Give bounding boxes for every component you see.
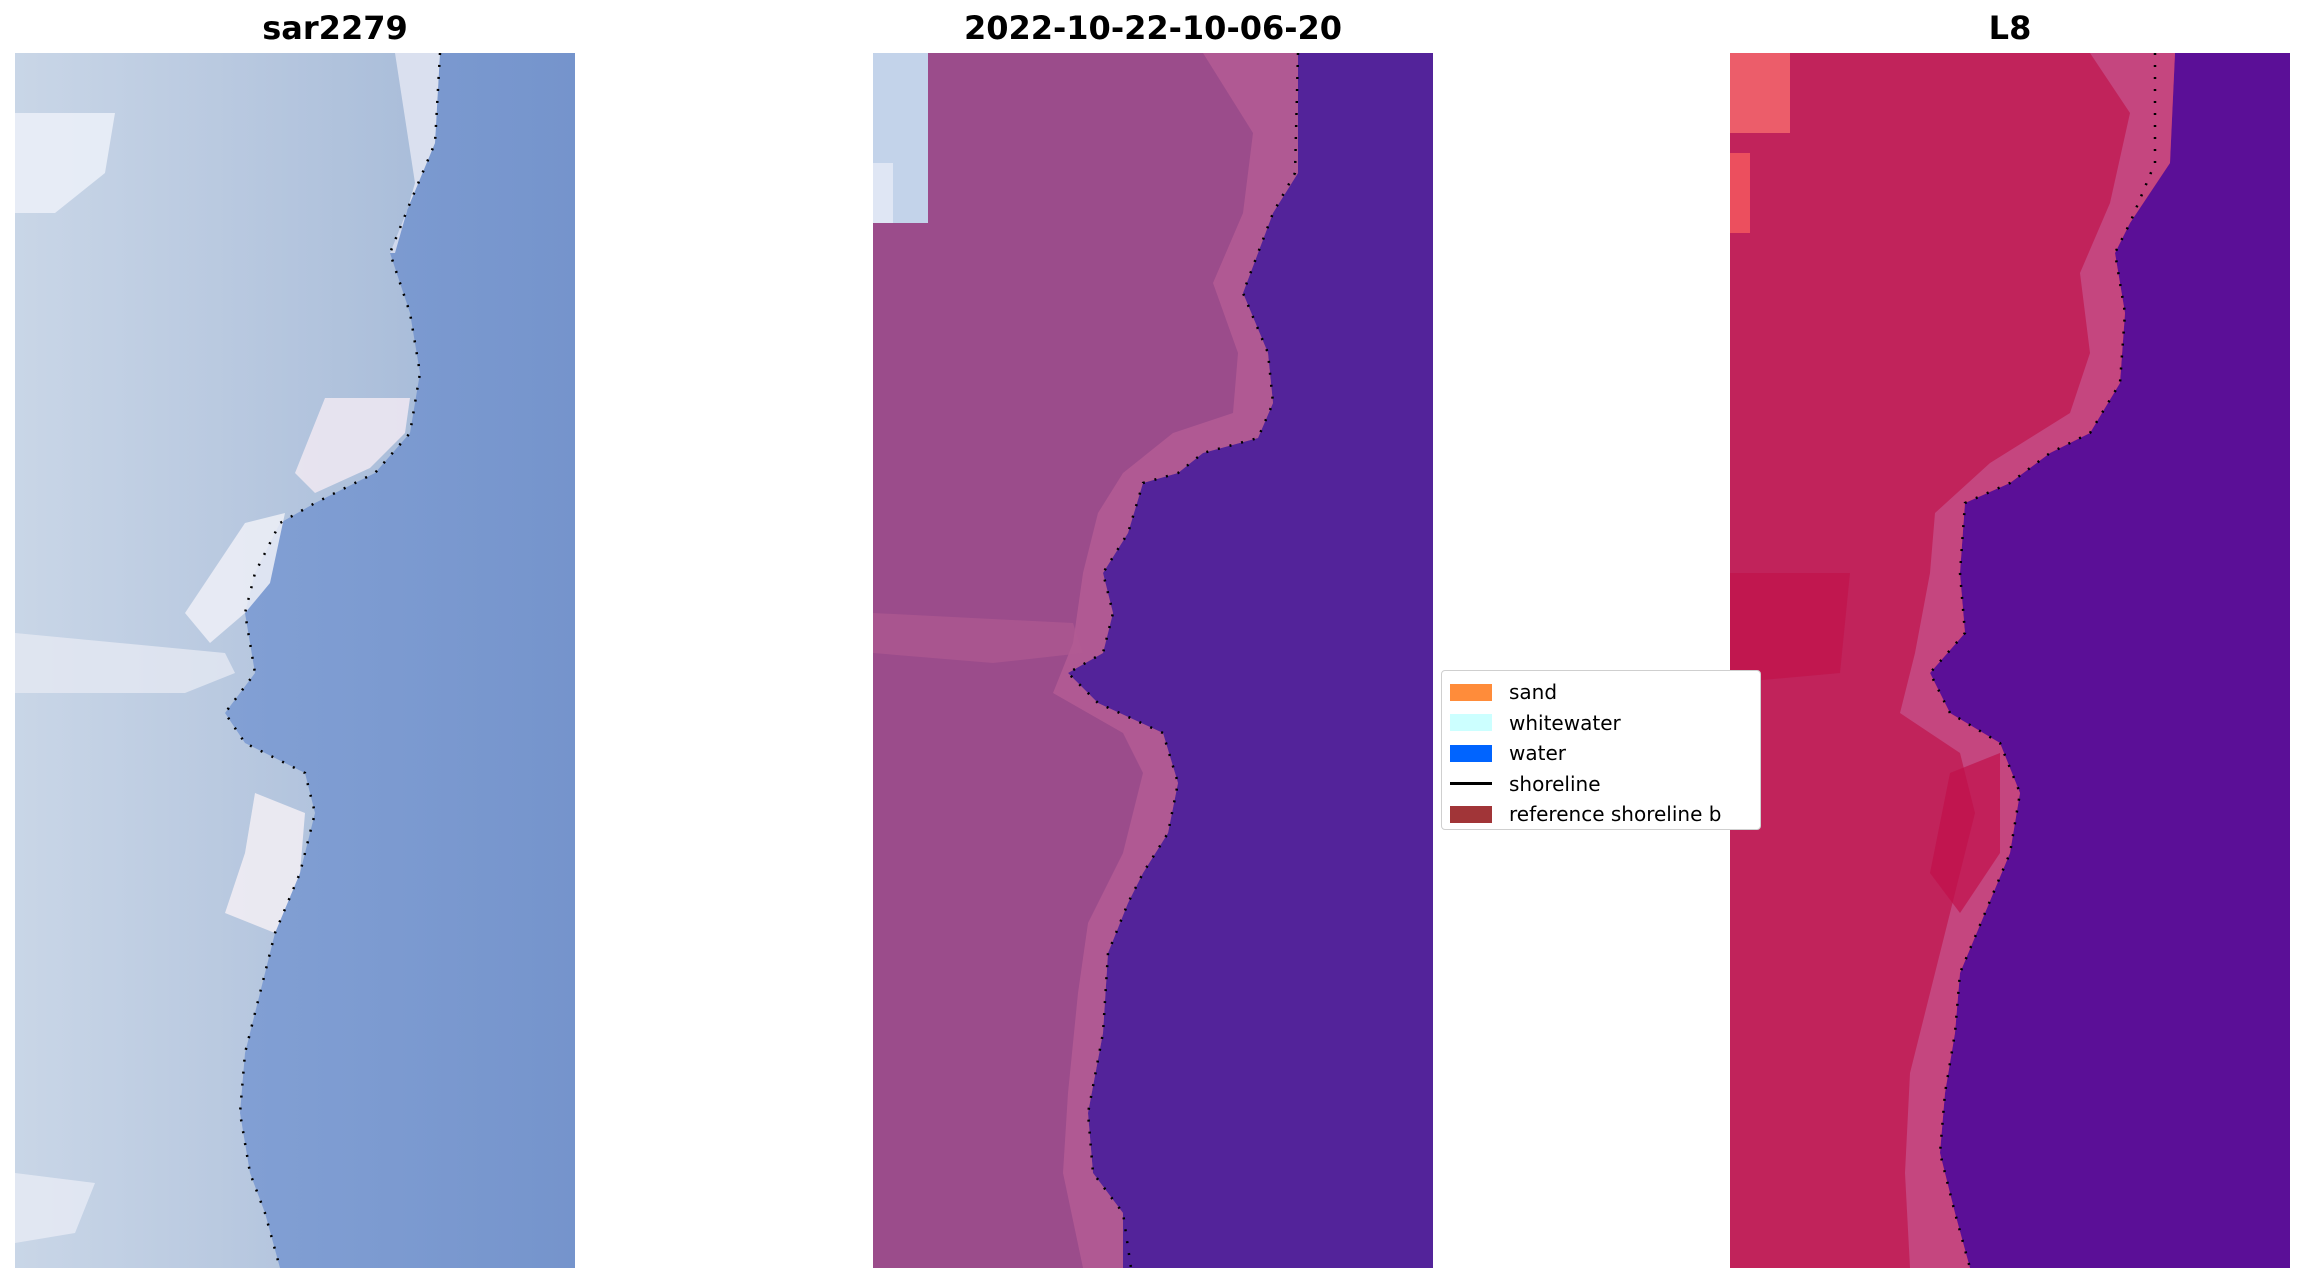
whitewater-swatch (1450, 714, 1492, 732)
legend: sand whitewater water shoreline referenc… (1441, 670, 1761, 830)
panel-title-mndwi: L8 (1988, 9, 2032, 47)
classified-image (873, 53, 1433, 1268)
legend-item-sand: sand (1450, 677, 1760, 708)
legend-label: water (1509, 741, 1566, 766)
legend-label: reference shoreline b (1509, 802, 1722, 827)
legend-item-whitewater: whitewater (1450, 708, 1760, 739)
legend-label: shoreline (1509, 771, 1601, 796)
legend-item-reference-shoreline: reference shoreline b (1450, 799, 1760, 830)
legend-label: sand (1509, 680, 1558, 705)
legend-item-water: water (1450, 738, 1760, 769)
rgb-image (15, 53, 575, 1268)
panel-title-rgb: sar2279 (262, 9, 408, 47)
reference-shoreline-swatch (1450, 805, 1492, 823)
classified-image-panel (873, 53, 1433, 1268)
panel-title-classified: 2022-10-22-10-06-20 (963, 9, 1343, 47)
sand-swatch (1450, 683, 1492, 701)
mndwi-image-panel (1730, 53, 2290, 1268)
legend-item-shoreline: shoreline (1450, 769, 1760, 800)
legend-label: whitewater (1509, 710, 1621, 735)
shoreline-line (1450, 782, 1492, 786)
water-swatch (1450, 744, 1492, 762)
mndwi-image (1730, 53, 2290, 1268)
rgb-image-panel (15, 53, 575, 1268)
